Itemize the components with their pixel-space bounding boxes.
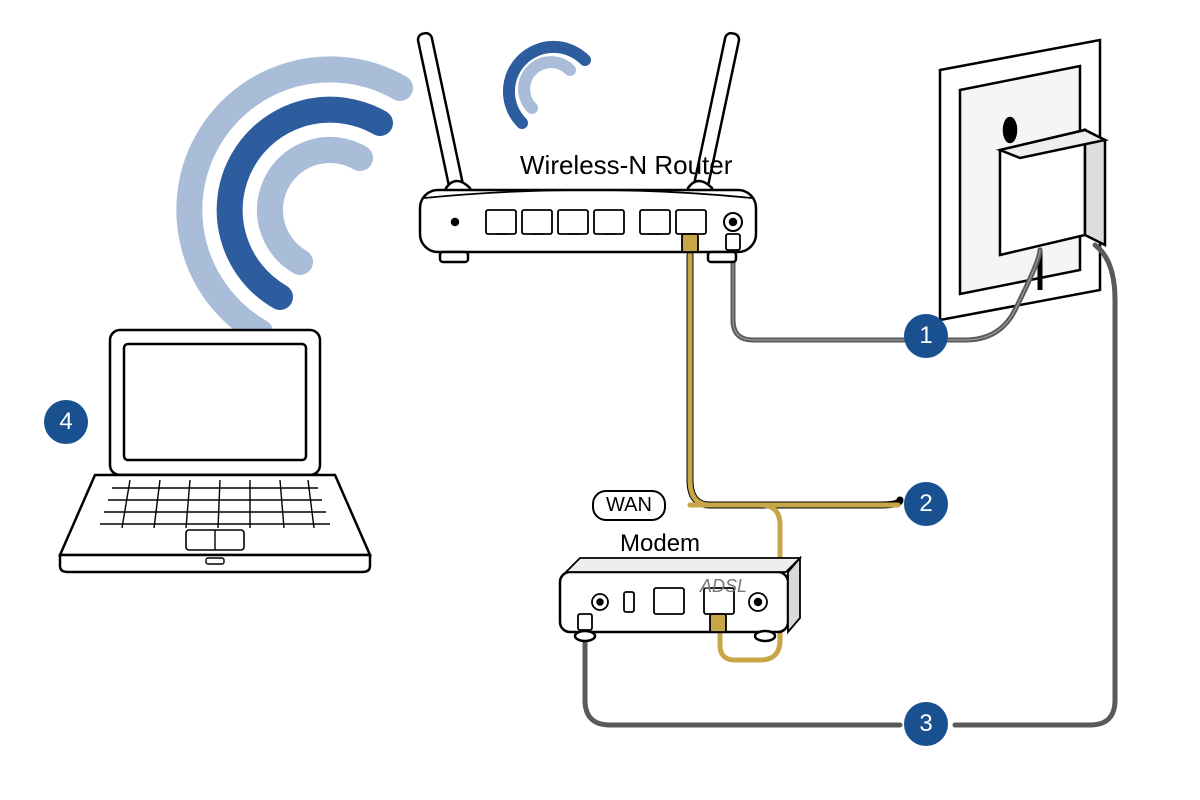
adsl-label: ADSL [700, 576, 747, 597]
laptop-icon [60, 330, 370, 572]
modem-label: Modem [620, 530, 700, 558]
router-label: Wireless-N Router [520, 150, 732, 181]
cable-adapter-down [955, 245, 1115, 725]
diagram-svg [0, 0, 1200, 800]
step-badge-2: 2 [904, 482, 948, 526]
step-number-1: 1 [919, 322, 932, 350]
step-badge-1: 1 [904, 314, 948, 358]
router-icon [417, 32, 756, 262]
step-badge-4: 4 [44, 400, 88, 444]
step-number-2: 2 [919, 490, 932, 518]
step-number-3: 3 [919, 710, 932, 738]
wifi-waves-large [189, 69, 400, 332]
step-badge-3: 3 [904, 702, 948, 746]
diagram-canvas: Wireless-N Router Modem WAN ADSL 1 2 3 4 [0, 0, 1200, 800]
modem-icon [560, 558, 800, 641]
wan-label: WAN [592, 490, 666, 521]
cable-power-modem [585, 632, 900, 725]
wifi-waves-small [509, 47, 585, 123]
wall-outlet [940, 40, 1105, 320]
step-number-4: 4 [59, 408, 72, 436]
